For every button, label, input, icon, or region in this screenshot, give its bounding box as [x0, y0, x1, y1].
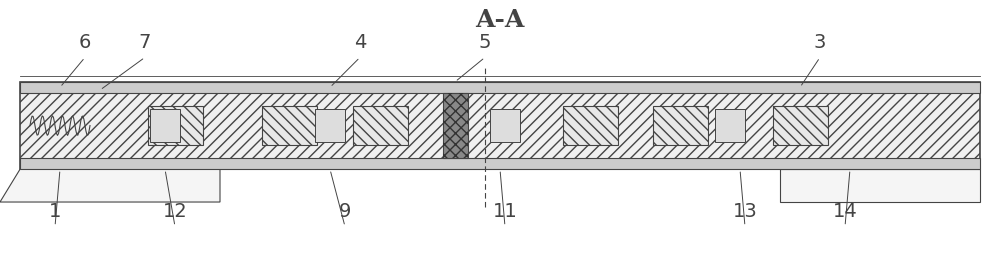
Bar	[773, 106, 828, 145]
Bar	[562, 106, 618, 145]
Bar	[20, 82, 980, 169]
Bar	[715, 109, 745, 142]
Bar	[352, 106, 408, 145]
Bar	[20, 93, 980, 158]
Text: 9: 9	[339, 202, 351, 221]
Text: 5: 5	[479, 33, 491, 52]
Bar	[562, 106, 618, 145]
Text: 6: 6	[79, 33, 91, 52]
Text: 3: 3	[814, 33, 826, 52]
Bar	[653, 106, 708, 145]
Text: 4: 4	[354, 33, 366, 52]
Bar	[148, 106, 202, 145]
Bar	[490, 109, 520, 142]
Bar	[148, 106, 202, 145]
Text: 11: 11	[493, 202, 517, 221]
Bar	[262, 106, 317, 145]
Text: 13: 13	[733, 202, 757, 221]
Text: A-A: A-A	[475, 8, 525, 32]
Text: 12: 12	[163, 202, 187, 221]
Text: 1: 1	[49, 202, 61, 221]
Bar	[20, 82, 980, 93]
Bar	[442, 93, 468, 158]
Bar	[150, 109, 180, 142]
Bar	[442, 93, 468, 158]
Bar	[653, 106, 708, 145]
Bar	[352, 106, 408, 145]
Bar	[262, 106, 317, 145]
Bar	[315, 109, 345, 142]
Text: 14: 14	[833, 202, 857, 221]
Bar	[773, 106, 828, 145]
Polygon shape	[780, 169, 980, 202]
Bar	[20, 158, 980, 169]
Text: 7: 7	[139, 33, 151, 52]
Polygon shape	[0, 169, 220, 202]
